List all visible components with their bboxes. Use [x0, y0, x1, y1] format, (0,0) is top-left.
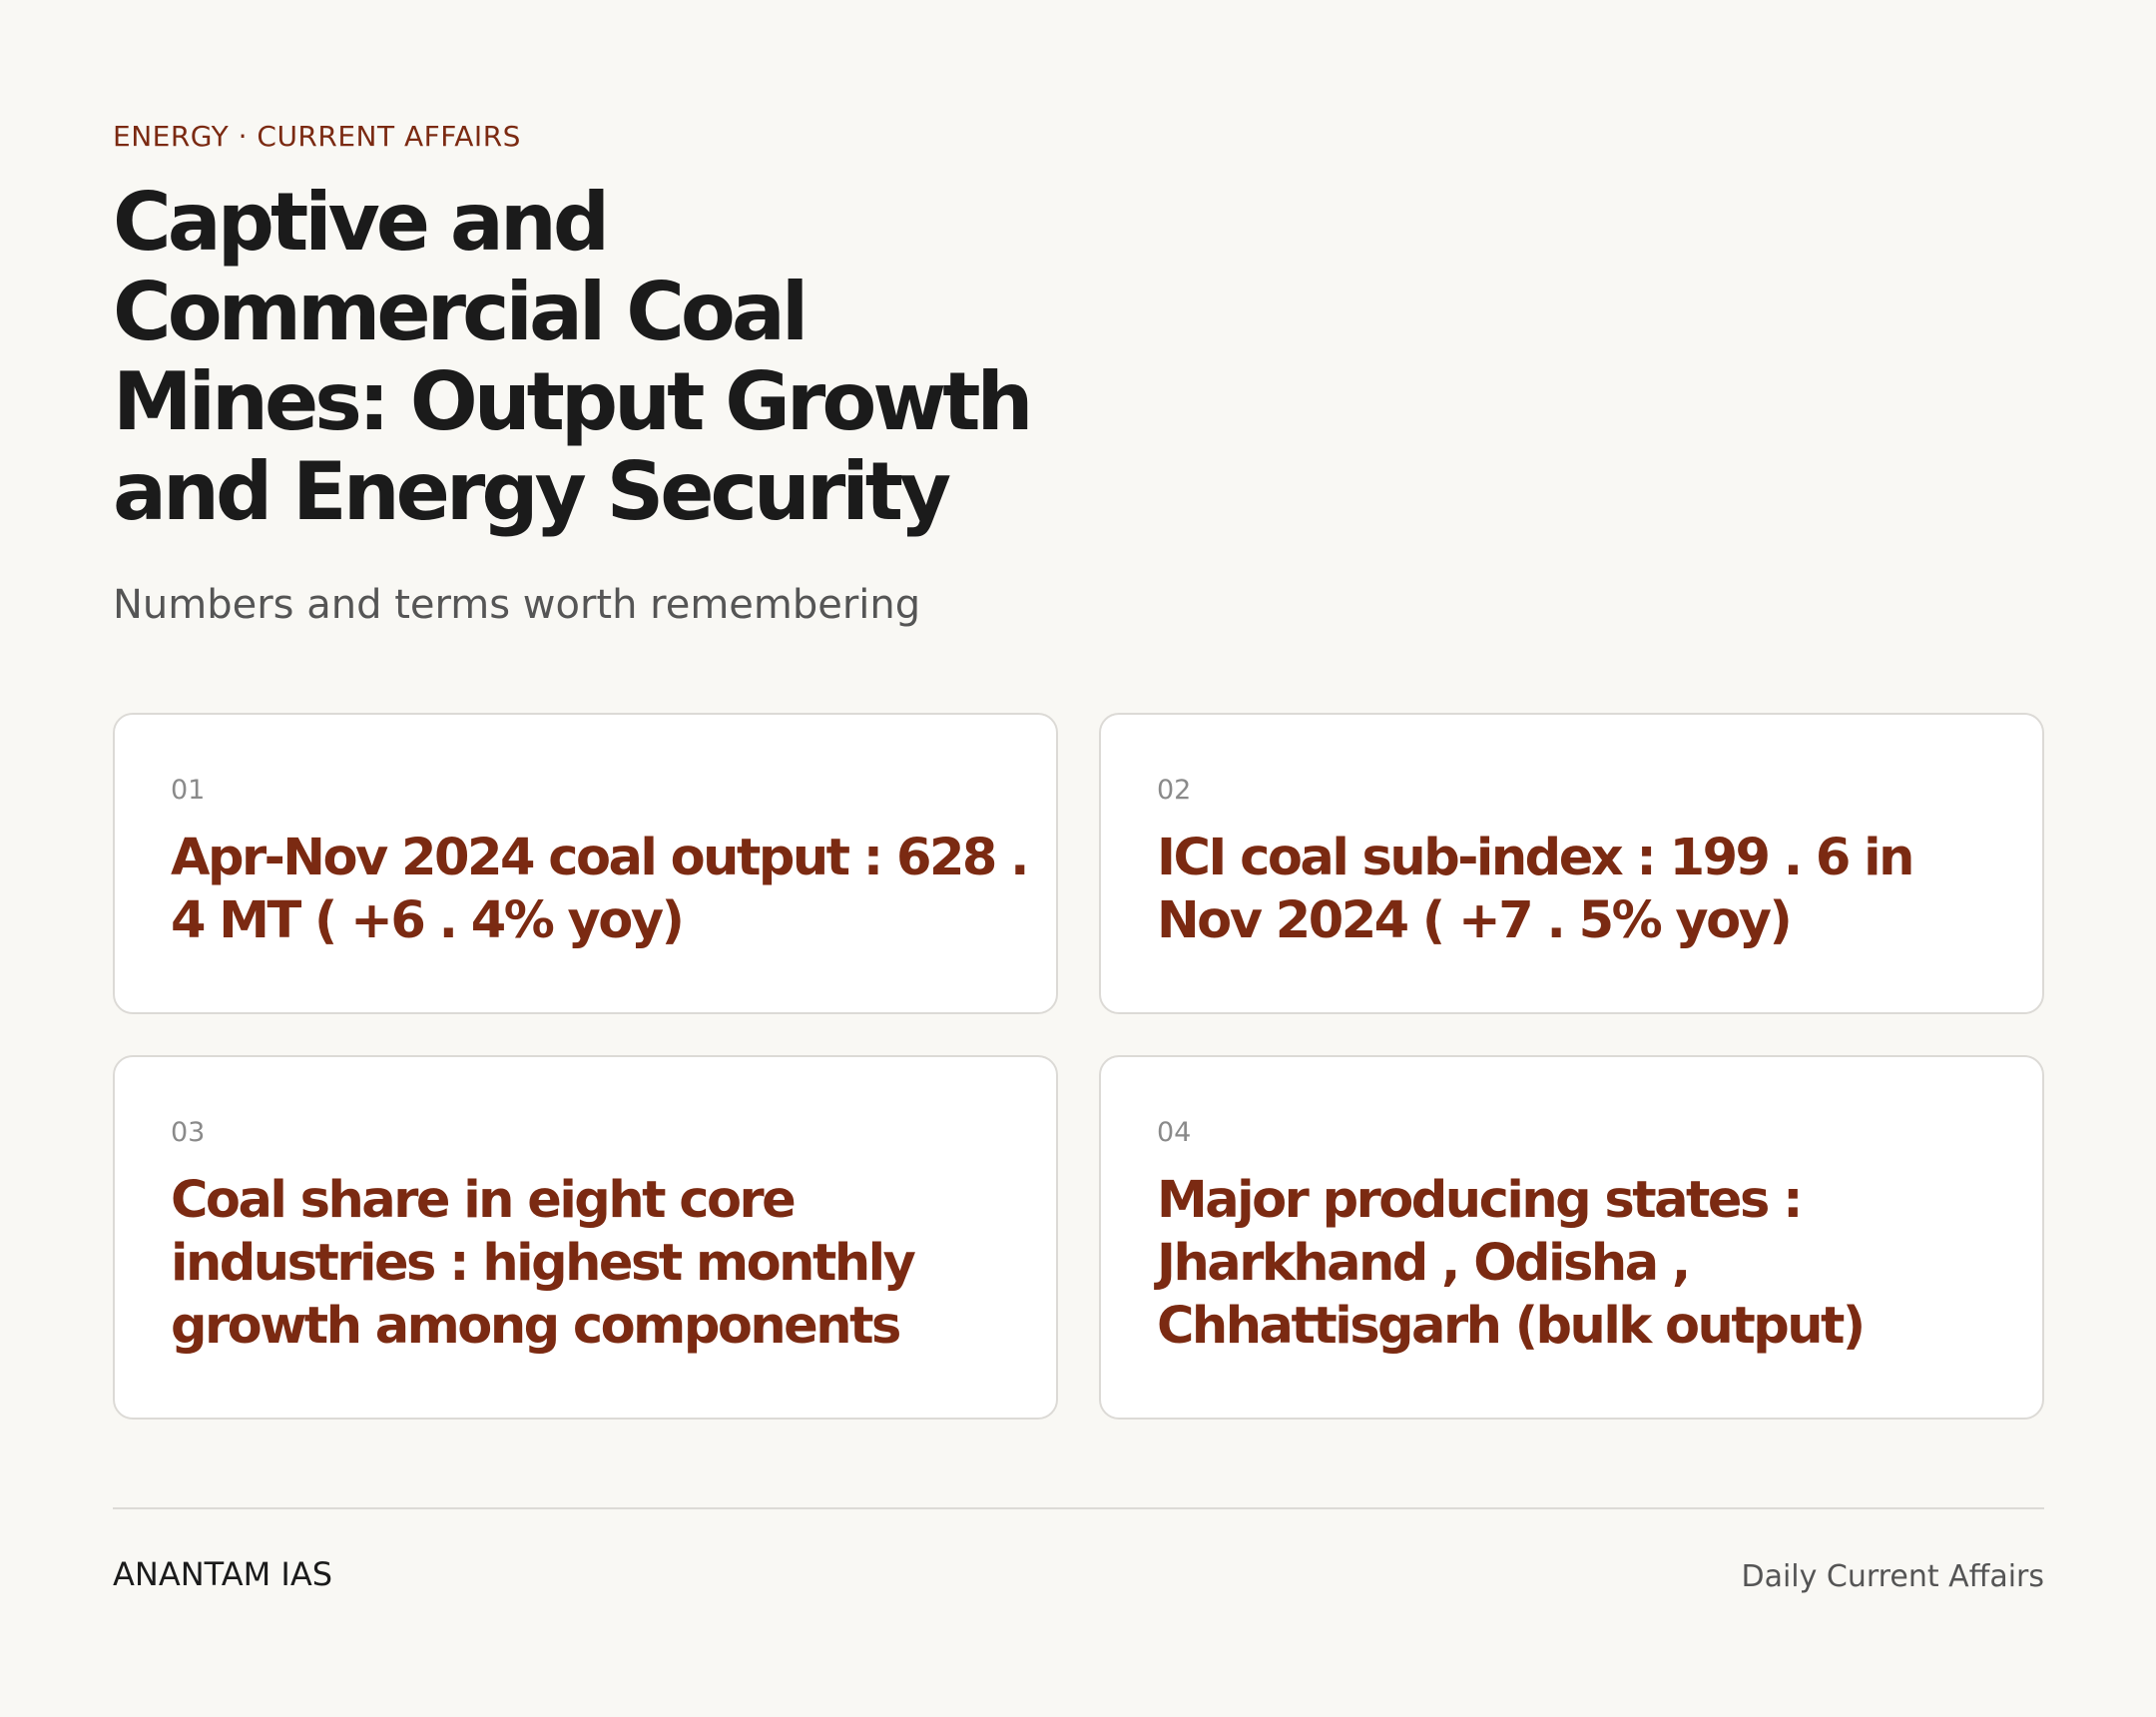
footer-divider: [113, 1507, 2044, 1509]
category-kicker: ENERGY · CURRENT AFFAIRS: [113, 120, 521, 153]
page-title: Captive and Commercial Coal Mines: Outpu…: [113, 176, 1033, 538]
card-number: 03: [171, 1117, 206, 1148]
card-number: 04: [1157, 1117, 1192, 1148]
fact-card: 02 ICI coal sub-index : 199 . 6 in Nov 2…: [1099, 713, 2044, 1014]
page: ENERGY · CURRENT AFFAIRS Captive and Com…: [113, 0, 2044, 1717]
card-fact: Apr-Nov 2024 coal output : 628 . 4 MT ( …: [171, 829, 1030, 950]
brand-name: ANANTAM IAS: [113, 1555, 333, 1593]
card-number: 02: [1157, 775, 1192, 806]
fact-card: 01 Apr-Nov 2024 coal output : 628 . 4 MT…: [113, 713, 1058, 1014]
card-fact: Coal share in eight core industries : hi…: [171, 1171, 916, 1356]
fact-card: 03 Coal share in eight core industries :…: [113, 1055, 1058, 1420]
card-number: 01: [171, 775, 206, 806]
fact-cards-grid: 01 Apr-Nov 2024 coal output : 628 . 4 MT…: [113, 713, 2044, 1420]
footer-note: Daily Current Affairs: [1741, 1559, 2044, 1594]
fact-card: 04 Major producing states : Jharkhand , …: [1099, 1055, 2044, 1420]
page-subtitle: Numbers and terms worth remembering: [113, 582, 921, 628]
card-fact: ICI coal sub-index : 199 . 6 in Nov 2024…: [1157, 829, 1914, 950]
card-fact: Major producing states : Jharkhand , Odi…: [1157, 1171, 1866, 1356]
